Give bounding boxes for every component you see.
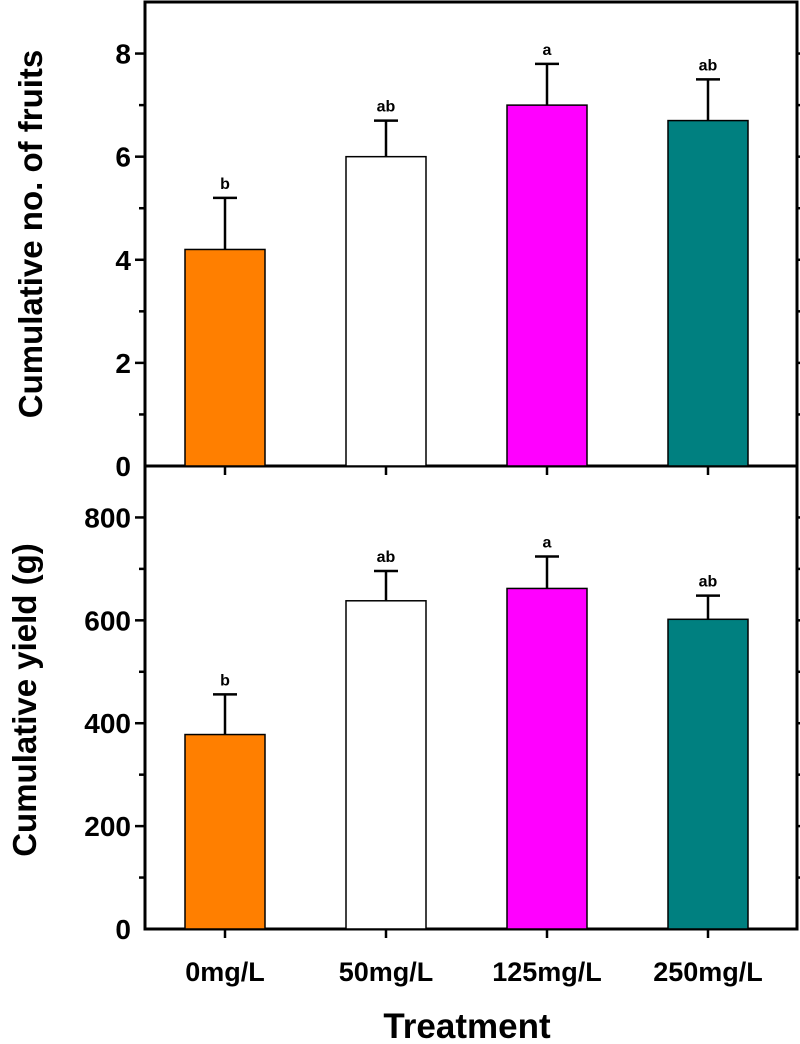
- bottom-y-tick-label: 200: [84, 811, 131, 842]
- top-significance-letter: b: [220, 176, 230, 193]
- x-tick-label: 125mg/L: [492, 957, 602, 987]
- bottom-significance-letter: ab: [699, 574, 718, 591]
- x-tick-labels: 0mg/L 50mg/L 125mg/L 250mg/L: [185, 957, 763, 987]
- bottom-y-tick-label: 600: [84, 605, 131, 636]
- bottom-significance-letter: ab: [377, 549, 396, 566]
- top-bar: [345, 155, 427, 467]
- top-y-tick-label: 8: [115, 39, 131, 70]
- bottom-y-tick-label: 400: [84, 708, 131, 739]
- top-bar: [506, 104, 588, 467]
- top-y-axis-label: Cumulative no. of fruits: [12, 50, 49, 419]
- top-significance-letter: ab: [699, 57, 718, 74]
- bottom-bar: [506, 587, 588, 930]
- x-axis-label: Treatment: [383, 1007, 551, 1044]
- top-y-tick-label: 6: [115, 142, 131, 173]
- bottom-y-axis-label: Cumulative yield (g): [6, 543, 43, 857]
- top-y-tick-label: 0: [115, 451, 131, 482]
- top-y-tick-label: 4: [115, 245, 131, 276]
- bottom-bar: [184, 733, 266, 930]
- x-tick-label: 0mg/L: [185, 957, 265, 987]
- bottom-significance-letter: a: [543, 535, 552, 552]
- top-y-tick-label: 2: [115, 348, 131, 379]
- bottom-significance-letter: b: [220, 672, 230, 689]
- top-significance-letter: ab: [377, 99, 396, 116]
- top-significance-letter: a: [543, 42, 552, 59]
- bottom-y-tick-label: 0: [115, 914, 131, 945]
- bottom-bar: [667, 618, 749, 930]
- top-chart-marks: 0 2 4 6 8 b ab a ab: [115, 39, 800, 482]
- bottom-panel-frame: [143, 464, 799, 931]
- x-tick-label: 250mg/L: [653, 957, 763, 987]
- top-bar: [667, 119, 749, 467]
- bottom-bar: [345, 600, 427, 930]
- top-bar: [184, 248, 266, 467]
- bottom-chart-marks: 0 200 400 600 800 b ab a ab: [84, 502, 800, 945]
- x-tick-label: 50mg/L: [339, 957, 434, 987]
- bottom-y-tick-label: 800: [84, 502, 131, 533]
